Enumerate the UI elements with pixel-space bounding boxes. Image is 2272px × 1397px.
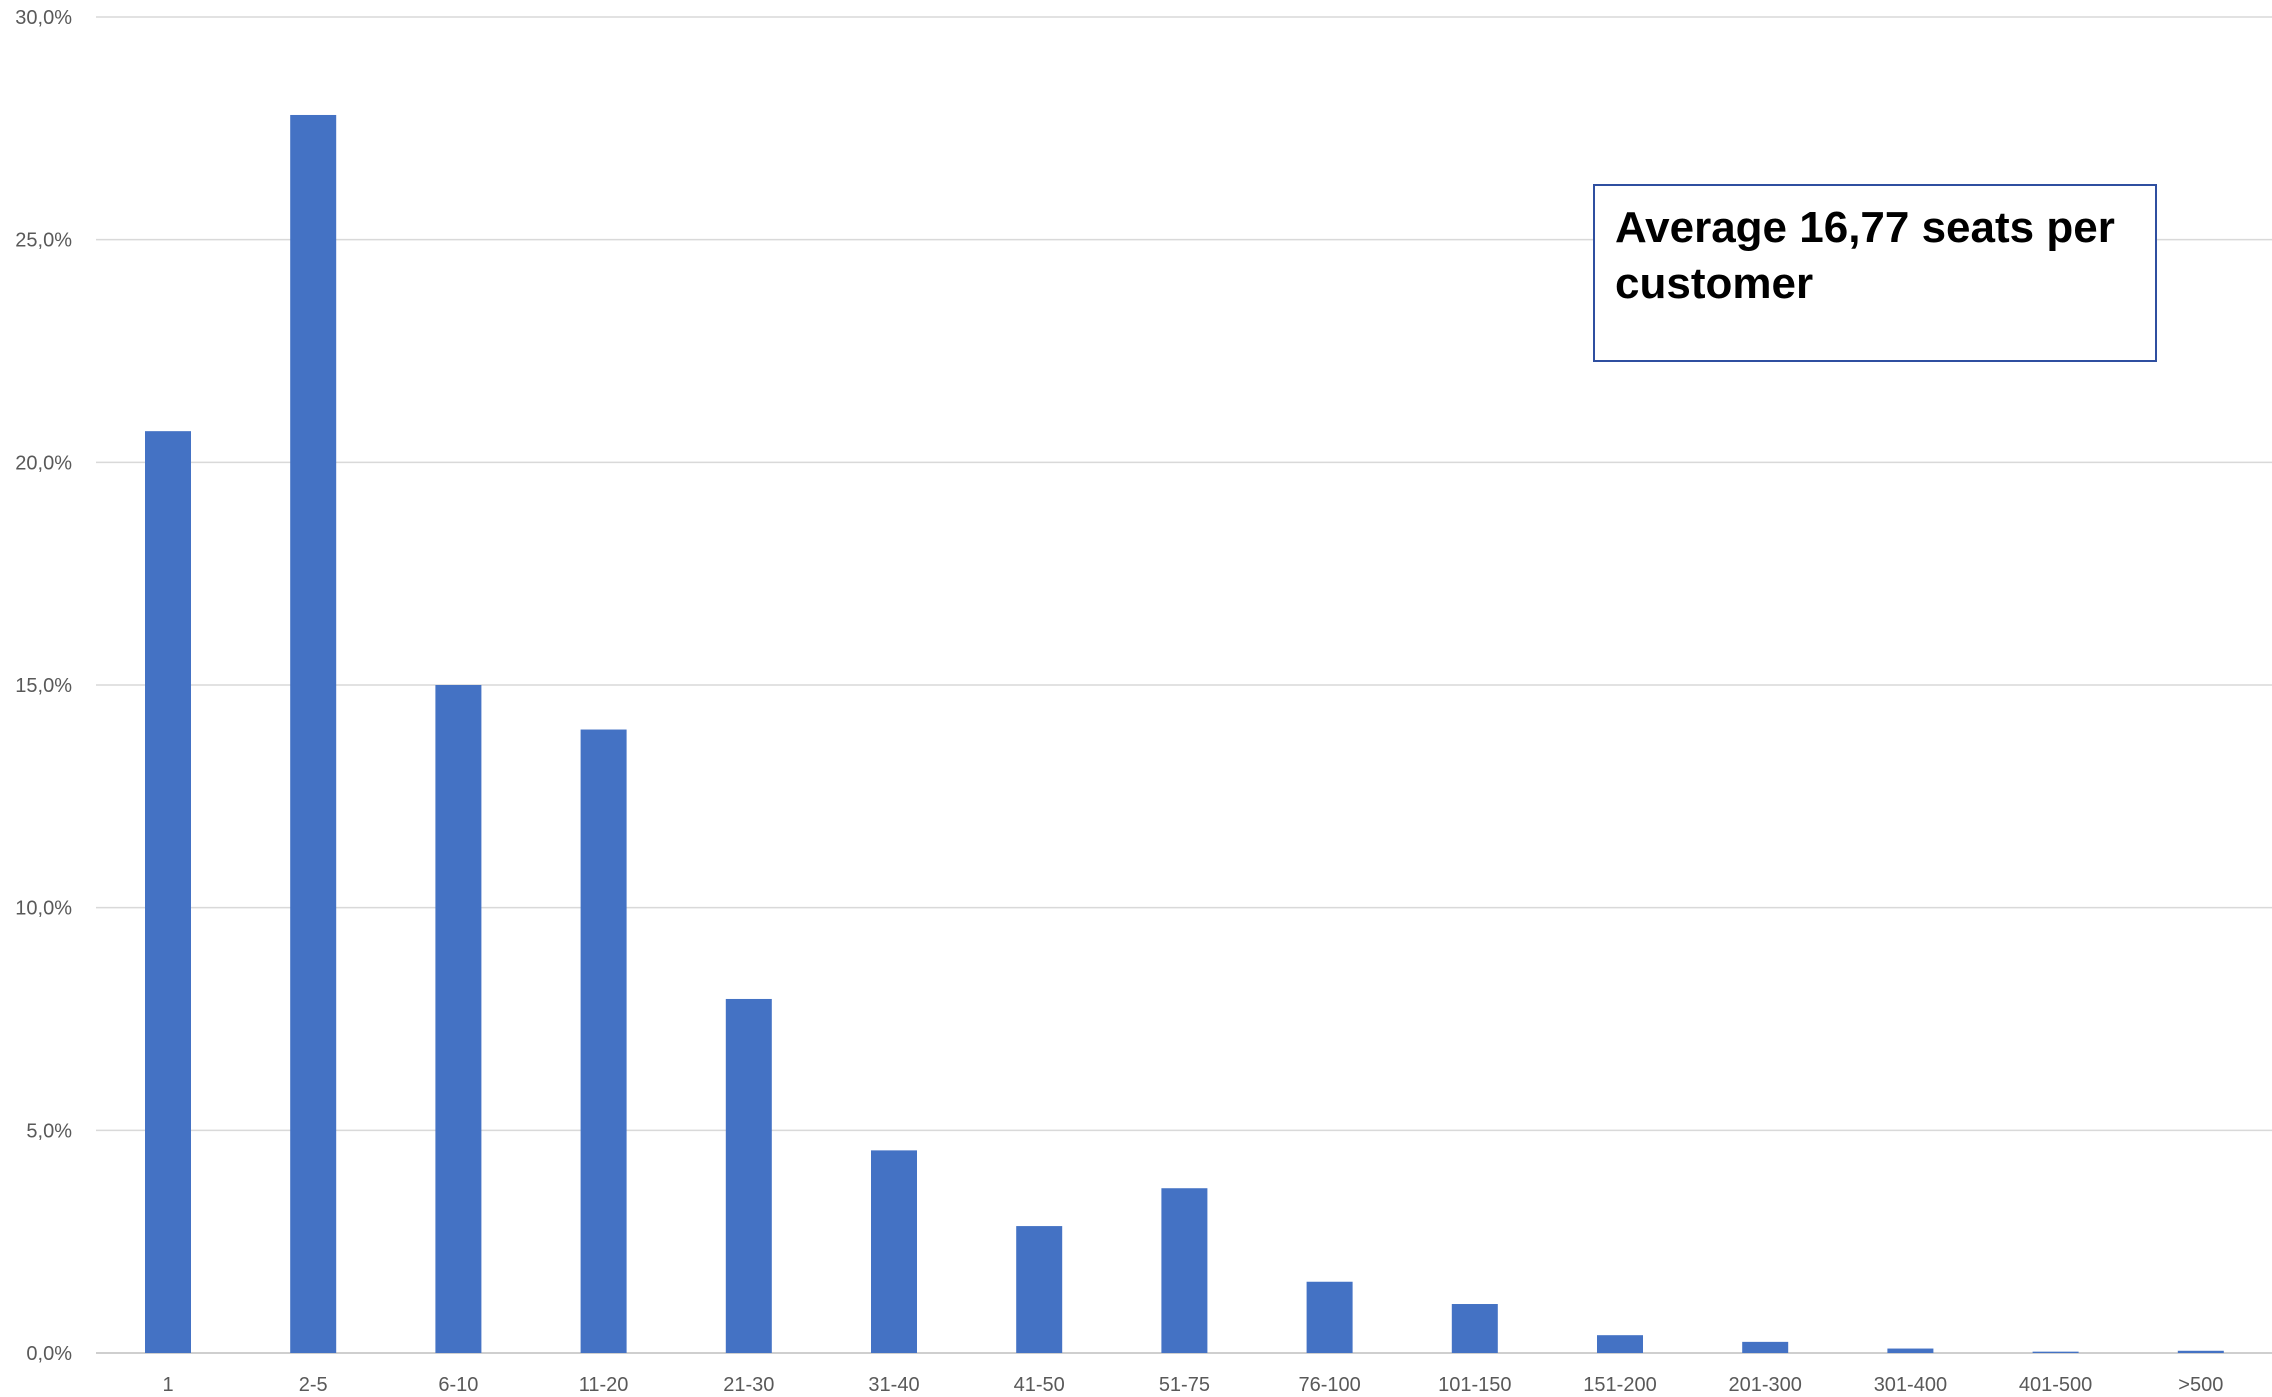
bar [725, 998, 772, 1353]
x-tick-label: 51-75 [1159, 1374, 1210, 1396]
bar [1597, 1335, 1643, 1353]
y-tick-label: 25,0% [15, 230, 72, 252]
x-tick-label: 11-20 [579, 1374, 629, 1396]
bar [2177, 1350, 2224, 1353]
bar [1306, 1281, 1353, 1353]
x-tick-label: 201-300 [1728, 1374, 1801, 1396]
x-tick-label: 101-150 [1438, 1374, 1511, 1396]
annotation-box: Average 16,77 seats per customer [1593, 184, 2157, 362]
x-tick-label: 6-10 [438, 1374, 478, 1396]
bar [580, 729, 627, 1353]
bar [290, 114, 337, 1353]
x-axis-tick-labels: 1 2-5 6-10 11-20 21-30 31-40 41-50 51-75 76-100 1… [162, 1374, 2223, 1396]
bars [145, 114, 2224, 1353]
y-tick-label: 0,0% [26, 1343, 72, 1365]
y-tick-label: 15,0% [15, 675, 72, 697]
x-tick-label: 41-50 [1014, 1374, 1065, 1396]
x-tick-label: 401-500 [2019, 1374, 2092, 1396]
x-tick-label: 21-30 [723, 1374, 774, 1396]
bar [1887, 1348, 1934, 1353]
y-tick-label: 20,0% [15, 452, 72, 474]
y-axis-tick-labels: 0,0% 5,0% 10,0% 15,0% 20,0% 25,0% 30,0% [15, 7, 72, 1365]
x-tick-label: 301-400 [1874, 1374, 1947, 1396]
bar [871, 1150, 917, 1353]
y-tick-label: 5,0% [26, 1120, 72, 1142]
x-tick-label: >500 [2178, 1374, 2223, 1396]
bar [1742, 1341, 1789, 1353]
x-tick-label: 2-5 [299, 1374, 328, 1396]
x-tick-label: 151-200 [1583, 1374, 1656, 1396]
y-tick-label: 30,0% [15, 7, 72, 29]
bar [1016, 1226, 1063, 1353]
bar [1161, 1188, 1208, 1353]
bar [435, 685, 482, 1353]
x-tick-label: 1 [162, 1374, 173, 1396]
bar [1451, 1304, 1498, 1353]
bar [2032, 1351, 2079, 1353]
x-tick-label: 76-100 [1298, 1374, 1360, 1396]
y-tick-label: 10,0% [15, 898, 72, 920]
bar [145, 431, 191, 1353]
x-tick-label: 31-40 [868, 1374, 919, 1396]
